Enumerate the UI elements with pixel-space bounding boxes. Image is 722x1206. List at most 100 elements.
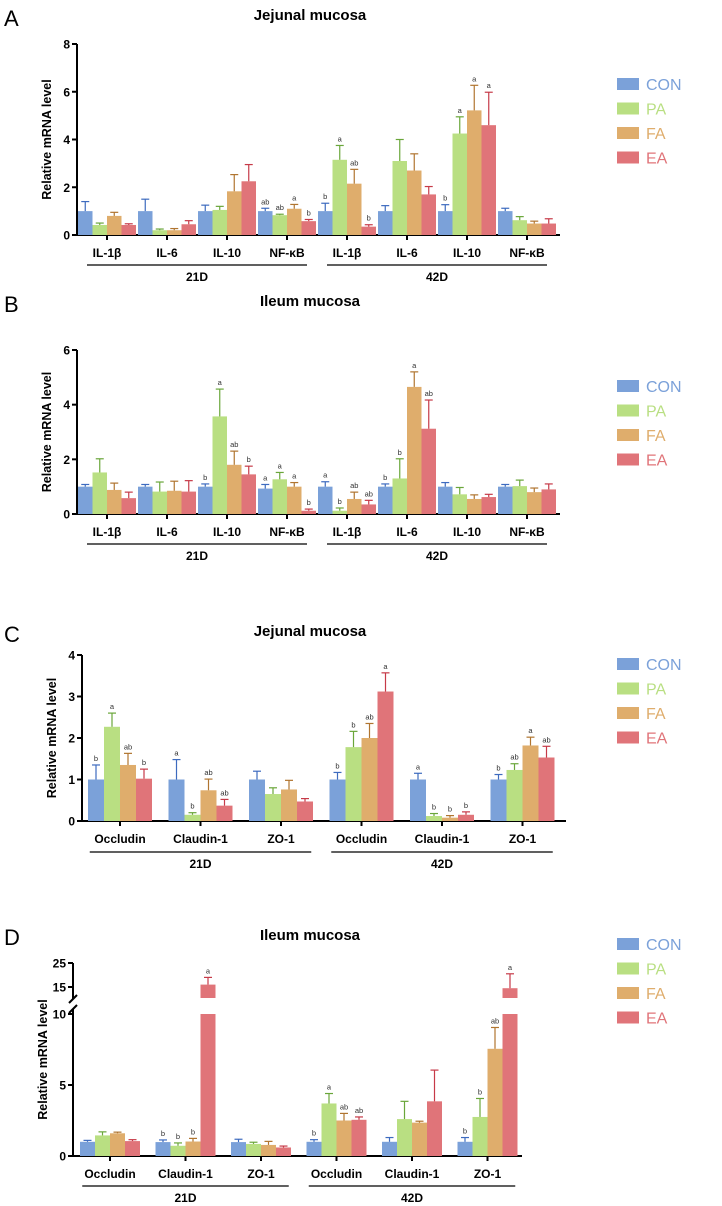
significance-letter: b — [338, 497, 342, 506]
bar-EA — [421, 194, 436, 235]
bar-CON — [498, 486, 513, 514]
x-tick-label: NF-κB — [509, 525, 545, 539]
x-tick-label: IL-1β — [333, 246, 362, 260]
significance-letter: ab — [355, 1106, 363, 1115]
significance-letter: b — [351, 720, 355, 729]
legend-swatch-PA — [617, 962, 639, 975]
bar-CON — [382, 1141, 397, 1156]
legend-label-FA: FA — [646, 706, 666, 723]
group-label: 42D — [401, 1191, 423, 1205]
significance-letter: a — [292, 193, 297, 202]
x-tick-label: IL-6 — [156, 246, 178, 260]
bar-EA — [421, 428, 436, 514]
bar-EA — [502, 1014, 518, 1156]
y-tick-label: 1 — [68, 773, 75, 787]
bar-FA — [261, 1144, 276, 1156]
bar-FA — [200, 790, 217, 821]
bar-CON — [198, 211, 213, 235]
x-tick-label: IL-10 — [213, 525, 241, 539]
bar-PA — [152, 230, 167, 235]
significance-letter: b — [247, 455, 251, 464]
significance-letter: b — [443, 194, 447, 203]
y-axis-label: Relative mRNA level — [40, 372, 54, 492]
significance-letter: a — [278, 461, 283, 470]
x-tick-label: NF-κB — [269, 525, 305, 539]
significance-letter: ab — [365, 489, 373, 498]
legend-swatch-PA — [617, 682, 639, 695]
bar-PA — [152, 491, 167, 514]
bar-CON — [258, 488, 273, 514]
panel-A: A Jejunal mucosa Relative mRNA level 0 2 4 6 8 I… — [4, 6, 682, 284]
bar-EA — [541, 489, 556, 514]
bar-FA — [336, 1120, 352, 1156]
bar-FA — [287, 486, 302, 514]
legend-label-FA: FA — [646, 428, 666, 445]
x-tick-label: IL-10 — [213, 246, 241, 260]
bar-CON — [258, 211, 273, 235]
bar-EA — [351, 1119, 367, 1156]
significance-letter: ab — [124, 742, 132, 751]
legend-swatch-EA — [617, 731, 639, 744]
significance-letter: b — [398, 448, 402, 457]
y-tick-label: 4 — [63, 133, 70, 147]
group-label: 42D — [426, 270, 448, 284]
x-tick-label: Claudin-1 — [173, 832, 228, 846]
legend-label-CON: CON — [646, 657, 682, 674]
legend-label-EA: EA — [646, 151, 668, 168]
significance-letter: a — [292, 472, 297, 481]
panel-D: D Ileum mucosa Relative mRNA level 0 5 10 15 25… — [4, 925, 682, 1205]
x-tick-label: Occludin — [84, 1167, 135, 1181]
group-label: 42D — [431, 857, 453, 871]
x-tick-label: IL-10 — [453, 246, 481, 260]
significance-letter: ab — [510, 753, 518, 762]
significance-letter: a — [263, 473, 268, 482]
panel-letter: C — [4, 622, 20, 647]
significance-letter: b — [448, 805, 452, 814]
y-axis-label: Relative mRNA level — [40, 79, 54, 199]
bar-FA — [407, 386, 422, 514]
y-tick-label: 15 — [53, 981, 67, 995]
bar-PA — [272, 479, 287, 514]
significance-letter: ab — [340, 1102, 348, 1111]
panel-letter: A — [4, 6, 19, 31]
bar-CON — [318, 486, 333, 514]
legend-swatch-PA — [617, 102, 639, 115]
bar-CON — [410, 779, 426, 821]
bar-CON — [438, 486, 453, 514]
bar-PA — [104, 726, 120, 821]
bar-CON — [498, 211, 513, 235]
panel-B: B Ileum mucosa Relative mRNA level 0 2 4 6 IL-1… — [4, 292, 682, 563]
significance-letter: a — [338, 134, 343, 143]
significance-letter: b — [191, 1127, 195, 1136]
x-tick-label: IL-1β — [333, 525, 362, 539]
y-tick-label: 2 — [63, 453, 70, 467]
bar-CON — [155, 1142, 171, 1156]
legend-swatch-CON — [617, 938, 639, 950]
bar-FA — [467, 110, 482, 235]
y-tick-label: 0 — [68, 815, 75, 829]
y-tick-label: 4 — [68, 649, 75, 663]
bar-FA — [412, 1122, 427, 1156]
bar-PA — [472, 1116, 488, 1156]
significance-letter: ab — [542, 735, 550, 744]
bar-CON — [88, 779, 104, 821]
bar-CON — [231, 1142, 246, 1156]
x-tick-label: ZO-1 — [509, 832, 537, 846]
panel-title: Ileum mucosa — [260, 293, 361, 310]
legend-label-CON: CON — [646, 937, 682, 954]
significance-letter: ab — [276, 203, 284, 212]
y-axis-label: Relative mRNA level — [45, 678, 59, 798]
bar-EA — [301, 510, 316, 514]
bar-FA — [167, 230, 182, 235]
x-tick-label: Claudin-1 — [385, 1167, 440, 1181]
bar-FA — [185, 1141, 201, 1156]
significance-letter: b — [464, 801, 468, 810]
bar-PA — [212, 416, 227, 514]
significance-letter: a — [110, 702, 115, 711]
bar-EA — [458, 814, 474, 821]
panel-letter: D — [4, 925, 20, 950]
bar-CON — [378, 486, 393, 514]
x-tick-label: ZO-1 — [474, 1167, 502, 1181]
group-label: 21D — [174, 1191, 196, 1205]
